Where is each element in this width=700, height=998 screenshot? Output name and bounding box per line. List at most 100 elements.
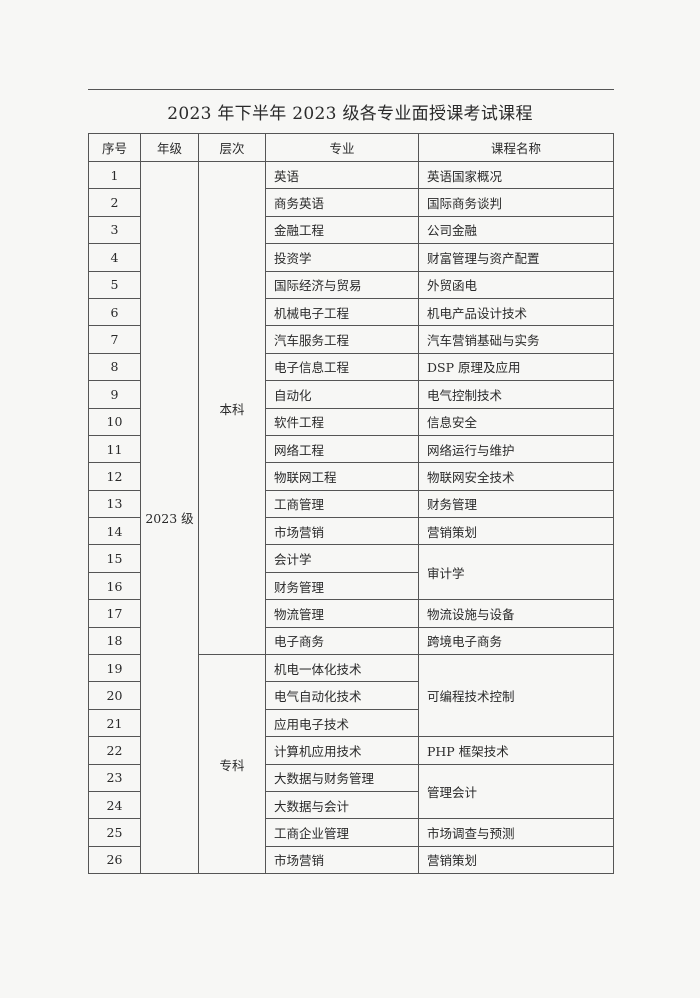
course-cell: DSP 原理及应用 bbox=[418, 352, 614, 382]
major-cell: 英语 bbox=[265, 160, 419, 190]
major-cell: 工商企业管理 bbox=[265, 818, 419, 847]
header-grade: 年级 bbox=[140, 133, 199, 162]
major-cell: 财务管理 bbox=[265, 571, 419, 601]
row-number: 19 bbox=[88, 654, 141, 683]
table-row: 5 国际经济与贸易 外贸函电 bbox=[88, 270, 614, 299]
major-cell: 电子商务 bbox=[265, 626, 419, 656]
major-cell: 投资学 bbox=[265, 243, 419, 272]
course-cell: 电气控制技术 bbox=[418, 380, 614, 409]
major-cell: 大数据与财务管理 bbox=[265, 763, 419, 792]
major-cell: 电气自动化技术 bbox=[265, 681, 419, 710]
row-number: 21 bbox=[88, 708, 141, 738]
table-header-row: 序号 年级 层次 专业 课程名称 bbox=[88, 133, 614, 162]
header-no: 序号 bbox=[88, 133, 141, 162]
major-cell: 网络工程 bbox=[265, 434, 419, 464]
row-number: 14 bbox=[88, 517, 141, 546]
row-number: 11 bbox=[88, 434, 141, 464]
row-number: 2 bbox=[88, 188, 141, 217]
major-cell: 国际经济与贸易 bbox=[265, 270, 419, 299]
table-row: 24 大数据与会计 bbox=[88, 790, 614, 820]
table-row: 26 市场营销 营销策划 bbox=[88, 845, 614, 875]
table-row: 15 会计学 审计学 bbox=[88, 544, 614, 601]
course-cell: 物联网安全技术 bbox=[418, 462, 614, 491]
row-number: 13 bbox=[88, 489, 141, 519]
row-number: 1 bbox=[88, 160, 141, 190]
major-cell: 电子信息工程 bbox=[265, 352, 419, 382]
document-title: 2023 年下半年 2023 级各专业面授课考试课程 bbox=[167, 104, 533, 124]
course-cell: 公司金融 bbox=[418, 215, 614, 245]
row-number: 5 bbox=[88, 270, 141, 299]
table-body: 1 2023 级本科 英语 英语国家概况 2 商务英语 国际商务谈判 3 金融工程 公司金融 4 投资… bbox=[88, 160, 614, 875]
major-cell: 计算机应用技术 bbox=[265, 736, 419, 765]
course-cell: 汽车营销基础与实务 bbox=[418, 325, 614, 354]
level-cell: 本科 bbox=[198, 160, 266, 656]
course-cell: 外贸函电 bbox=[418, 270, 614, 299]
major-cell: 自动化 bbox=[265, 380, 419, 409]
course-cell: 财富管理与资产配置 bbox=[418, 243, 614, 272]
course-cell: 财务管理 bbox=[418, 489, 614, 519]
table-row: 2 商务英语 国际商务谈判 bbox=[88, 188, 614, 217]
table-row: 9 自动化 电气控制技术 bbox=[88, 380, 614, 409]
row-number: 18 bbox=[88, 626, 141, 656]
major-cell: 市场营销 bbox=[265, 517, 419, 546]
grade-cell: 2023 级 bbox=[140, 160, 199, 875]
major-cell: 汽车服务工程 bbox=[265, 325, 419, 354]
table-row: 1 2023 级本科 英语 英语国家概况 bbox=[88, 160, 614, 875]
table-row: 18 电子商务 跨境电子商务 bbox=[88, 626, 614, 656]
table-row: 25 工商企业管理 市场调查与预测 bbox=[88, 818, 614, 847]
row-number: 20 bbox=[88, 681, 141, 710]
table-row: 23 大数据与财务管理 管理会计 bbox=[88, 763, 614, 820]
header-course: 课程名称 bbox=[418, 133, 614, 162]
row-number: 10 bbox=[88, 407, 141, 436]
row-number: 9 bbox=[88, 380, 141, 409]
major-cell: 大数据与会计 bbox=[265, 790, 419, 820]
course-cell: 信息安全 bbox=[418, 407, 614, 436]
row-number: 17 bbox=[88, 599, 141, 628]
major-cell: 会计学 bbox=[265, 544, 419, 573]
major-cell: 软件工程 bbox=[265, 407, 419, 436]
row-number: 23 bbox=[88, 763, 141, 792]
course-cell: 营销策划 bbox=[418, 845, 614, 875]
row-number: 22 bbox=[88, 736, 141, 765]
major-cell: 应用电子技术 bbox=[265, 708, 419, 738]
course-cell: 机电产品设计技术 bbox=[418, 297, 614, 327]
course-cell: 网络运行与维护 bbox=[418, 434, 614, 464]
major-cell: 工商管理 bbox=[265, 489, 419, 519]
major-cell: 金融工程 bbox=[265, 215, 419, 245]
row-number: 25 bbox=[88, 818, 141, 847]
row-number: 26 bbox=[88, 845, 141, 875]
table-row: 11 网络工程 网络运行与维护 bbox=[88, 434, 614, 464]
header-level: 层次 bbox=[198, 133, 266, 162]
row-number: 8 bbox=[88, 352, 141, 382]
major-cell: 商务英语 bbox=[265, 188, 419, 217]
major-cell: 机械电子工程 bbox=[265, 297, 419, 327]
table-row: 13 工商管理 财务管理 bbox=[88, 489, 614, 519]
table-row: 20 电气自动化技术 bbox=[88, 681, 614, 710]
course-cell: 审计学 bbox=[418, 544, 614, 601]
course-cell: 可编程技术控制 bbox=[418, 654, 614, 738]
level-cell: 专科 bbox=[198, 654, 266, 875]
row-number: 4 bbox=[88, 243, 141, 272]
row-number: 3 bbox=[88, 215, 141, 245]
course-cell: PHP 框架技术 bbox=[418, 736, 614, 765]
table-row: 3 金融工程 公司金融 bbox=[88, 215, 614, 245]
table-row: 10 软件工程 信息安全 bbox=[88, 407, 614, 436]
table-row: 14 市场营销 营销策划 bbox=[88, 517, 614, 546]
course-table: 序号 年级 层次 专业 课程名称 1 2023 级本科 英语 英语国家概况 2 商务英语国… bbox=[88, 133, 614, 875]
course-cell: 管理会计 bbox=[418, 763, 614, 820]
major-cell: 市场营销 bbox=[265, 845, 419, 875]
table-row: 21 应用电子技术 bbox=[88, 708, 614, 738]
header-major: 专业 bbox=[265, 133, 419, 162]
major-cell: 物联网工程 bbox=[265, 462, 419, 491]
row-number: 24 bbox=[88, 790, 141, 820]
row-number: 15 bbox=[88, 544, 141, 573]
row-number: 16 bbox=[88, 571, 141, 601]
course-cell: 跨境电子商务 bbox=[418, 626, 614, 656]
major-cell: 机电一体化技术 bbox=[265, 654, 419, 683]
header-rule bbox=[88, 89, 614, 90]
course-cell: 国际商务谈判 bbox=[418, 188, 614, 217]
course-cell: 市场调查与预测 bbox=[418, 818, 614, 847]
major-cell: 物流管理 bbox=[265, 599, 419, 628]
course-cell: 英语国家概况 bbox=[418, 160, 614, 190]
table-row: 22 计算机应用技术 PHP 框架技术 bbox=[88, 736, 614, 765]
